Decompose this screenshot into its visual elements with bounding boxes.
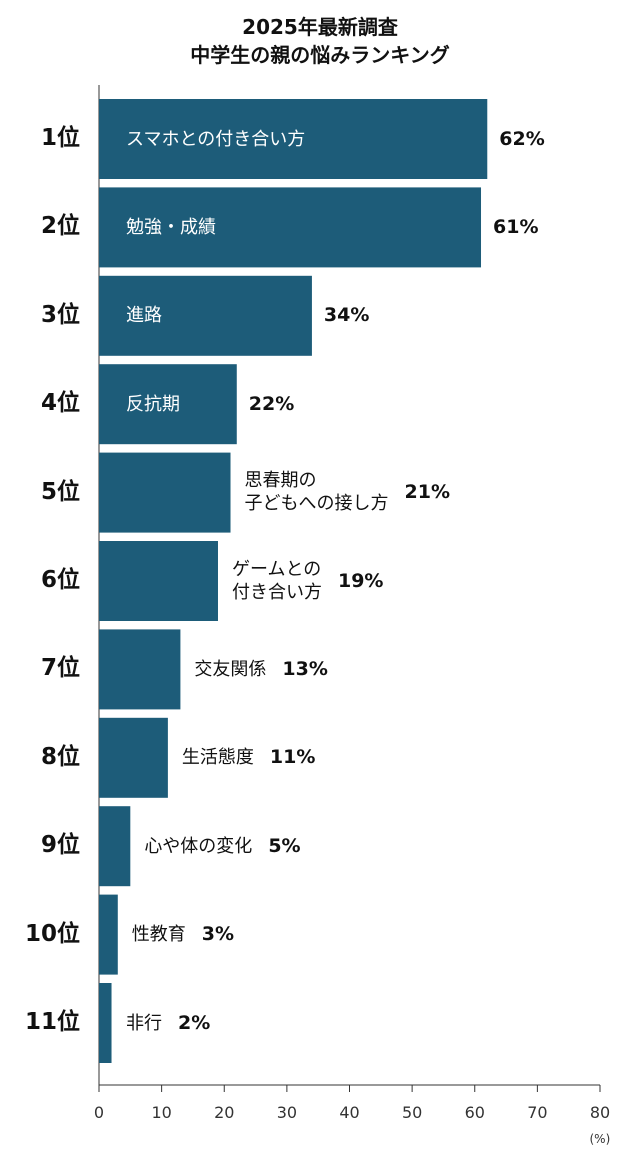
bar [99, 99, 488, 179]
bar [99, 541, 218, 621]
bar [99, 983, 112, 1063]
bar [99, 894, 118, 975]
category-label: ゲームとの 付き合い方 [231, 558, 322, 603]
category-label: 非行 [126, 1012, 162, 1034]
rank-label: 6位 [40, 567, 80, 593]
rank-label: 3位 [40, 301, 80, 328]
bar [99, 717, 168, 798]
value-label: 19% [337, 569, 384, 592]
rank-label: 7位 [40, 655, 80, 682]
rank-label: 9位 [40, 832, 80, 859]
category-label: 交友関係 [194, 658, 267, 680]
x-tick-label: 0 [93, 1103, 105, 1122]
category-label: 性教育 [131, 924, 186, 946]
bar [99, 364, 237, 445]
rank-label: 8位 [40, 743, 80, 770]
x-tick-label: 80 [589, 1103, 611, 1122]
value-label: 62% [499, 127, 545, 150]
category-label: 心や体の変化 [144, 835, 253, 857]
value-label: 5% [268, 834, 301, 857]
category-label: 思春期の 子どもへの接し方 [244, 470, 389, 515]
category-label: スマホとの付き合い方 [126, 128, 306, 150]
bar [99, 806, 131, 887]
bar [99, 629, 181, 710]
x-tick-label: 20 [214, 1103, 235, 1122]
value-label: 13% [282, 657, 328, 680]
bar [99, 275, 312, 356]
x-tick-label: 40 [339, 1103, 360, 1122]
rank-label: 1位 [40, 125, 80, 151]
category-label: 勉強・成績 [126, 216, 216, 238]
bar [99, 452, 231, 533]
x-tick-label: 10 [151, 1103, 172, 1122]
value-label: 2% [178, 1011, 211, 1034]
x-tick-label: 50 [401, 1103, 423, 1122]
x-unit: (%) [589, 1132, 611, 1146]
category-label: 反抗期 [126, 393, 180, 415]
value-label: 11% [269, 746, 316, 769]
value-label: 3% [201, 923, 235, 946]
value-label: 21% [404, 481, 450, 504]
value-label: 61% [493, 215, 539, 238]
chart-title: 中学生の親の悩みランキング [190, 43, 450, 67]
rank-label: 10位 [24, 920, 80, 947]
x-tick-label: 60 [464, 1103, 485, 1122]
category-label: 生活態度 [181, 747, 254, 769]
bar [99, 187, 482, 268]
rank-label: 2位 [40, 213, 80, 240]
value-label: 22% [248, 392, 295, 415]
chart-title: 2025年最新調査 [242, 15, 398, 39]
category-label: 進路 [126, 305, 162, 327]
rank-label: 11位 [24, 1009, 80, 1035]
rank-label: 4位 [40, 390, 80, 417]
rank-label: 5位 [40, 478, 80, 505]
x-tick-label: 30 [276, 1103, 298, 1122]
value-label: 34% [323, 304, 370, 327]
x-tick-label: 70 [527, 1103, 548, 1122]
